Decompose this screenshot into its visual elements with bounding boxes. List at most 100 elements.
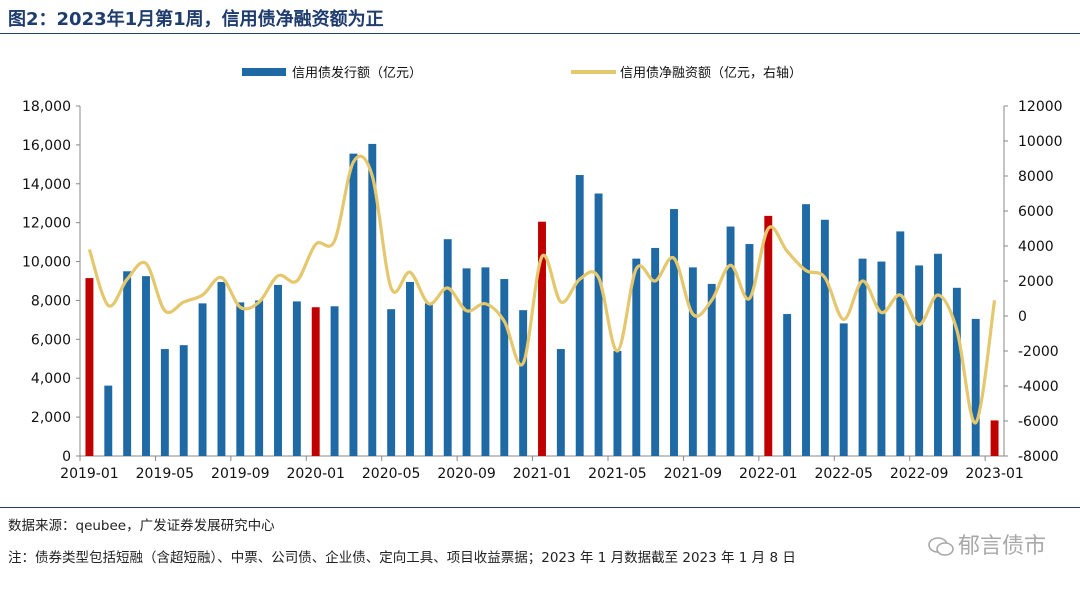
x-tick-label: 2020-09 — [437, 466, 496, 482]
right-tick-label: 0 — [1018, 309, 1027, 325]
x-tick-label: 2022-05 — [814, 466, 873, 482]
legend-swatch-bar — [242, 68, 286, 76]
right-tick-label: -8000 — [1018, 449, 1059, 465]
bar — [198, 303, 207, 456]
left-tick-label: 0 — [62, 449, 71, 465]
bar — [330, 306, 339, 456]
legend-label-line: 信用债净融资额（亿元，右轴） — [620, 66, 802, 81]
bar — [481, 267, 490, 456]
chart: 信用债发行额（亿元） 信用债净融资额（亿元，右轴） 0 2,000 4,000 6,0… — [22, 65, 1063, 482]
watermark: 郁言债市 — [928, 528, 1046, 560]
right-tick-label: 2000 — [1018, 274, 1054, 290]
bar — [217, 281, 226, 456]
bar — [971, 318, 980, 456]
bar — [104, 385, 113, 456]
bar — [745, 244, 754, 456]
x-tick-label: 2021-09 — [664, 466, 723, 482]
bar — [538, 221, 546, 456]
bar — [990, 420, 999, 456]
bar — [519, 310, 528, 456]
bar — [594, 193, 603, 456]
left-tick-label: 12,000 — [22, 216, 71, 232]
net-financing-line — [87, 154, 997, 425]
right-tick-label: -6000 — [1018, 414, 1059, 430]
bar — [255, 300, 264, 456]
bar — [896, 231, 905, 456]
left-tick-label: 8,000 — [31, 293, 71, 309]
title-divider — [0, 33, 1080, 34]
bar — [443, 239, 452, 456]
bar — [688, 267, 697, 456]
bar — [764, 215, 773, 456]
x-tick-label: 2021-05 — [588, 466, 647, 482]
bar — [160, 349, 169, 456]
left-tick-label: 16,000 — [22, 138, 71, 154]
axis-ticks: 0 2,000 4,000 6,000 8,000 10,000 12,000 14,000 1… — [22, 99, 1063, 482]
bar — [839, 323, 848, 456]
bar — [368, 143, 377, 456]
bar — [387, 309, 396, 456]
bar — [406, 281, 414, 456]
bar — [651, 247, 660, 456]
right-tick-label: 8000 — [1018, 169, 1054, 185]
bar — [311, 307, 320, 456]
line-series — [87, 154, 997, 425]
bar — [462, 268, 471, 456]
left-tick-label: 4,000 — [31, 371, 71, 387]
x-tick-label: 2020-01 — [286, 466, 345, 482]
bar — [500, 279, 509, 456]
bar — [934, 253, 942, 456]
left-tick-label: 2,000 — [31, 410, 71, 426]
footer-divider — [0, 507, 1080, 508]
bar — [802, 204, 810, 456]
bar — [575, 175, 584, 456]
figure-title: 图2：2023年1月第1周，信用债净融资额为正 — [8, 9, 384, 30]
bar — [85, 278, 94, 456]
bar — [915, 265, 924, 456]
legend-label-bar: 信用债发行额（亿元） — [292, 65, 422, 81]
footnote: 注：债券类型包括短融（含超短融）、中票、公司债、企业债、定向工具、项目收益票据；… — [8, 550, 796, 566]
bar — [783, 314, 792, 456]
bar — [179, 345, 188, 456]
bar — [877, 261, 886, 456]
right-tick-label: -4000 — [1018, 379, 1059, 395]
watermark-text: 郁言债市 — [957, 534, 1046, 559]
x-tick-label: 2021-01 — [513, 466, 572, 482]
bar — [820, 219, 829, 456]
bar — [707, 283, 716, 456]
x-tick-label: 2019-09 — [211, 466, 270, 482]
bar — [952, 287, 961, 456]
x-tick-label: 2020-05 — [362, 466, 421, 482]
right-tick-label: 4000 — [1018, 239, 1054, 255]
bar — [670, 209, 678, 456]
legend: 信用债发行额（亿元） 信用债净融资额（亿元，右轴） — [242, 65, 802, 81]
bar — [123, 271, 132, 456]
bar — [858, 258, 867, 456]
bar — [236, 302, 245, 456]
right-tick-label: 10000 — [1018, 134, 1063, 150]
right-tick-label: 12000 — [1018, 99, 1063, 115]
bar — [556, 349, 565, 456]
x-tick-label: 2022-09 — [890, 466, 949, 482]
left-tick-label: 10,000 — [22, 255, 71, 271]
bar — [292, 301, 301, 456]
x-tick-label: 2019-01 — [60, 466, 119, 482]
left-tick-label: 6,000 — [31, 332, 71, 348]
right-tick-label: -2000 — [1018, 344, 1059, 360]
left-tick-label: 18,000 — [22, 99, 71, 115]
right-tick-label: 6000 — [1018, 204, 1054, 220]
wechat-icon — [928, 537, 954, 556]
bar — [613, 351, 622, 456]
bar — [632, 258, 641, 456]
x-tick-label: 2023-01 — [965, 466, 1024, 482]
bar — [424, 303, 433, 456]
x-tick-label: 2022-01 — [739, 466, 798, 482]
bar-series — [85, 143, 999, 456]
left-tick-label: 14,000 — [22, 177, 71, 193]
bar — [274, 284, 282, 456]
x-tick-label: 2019-05 — [136, 466, 195, 482]
bar — [142, 276, 150, 456]
bar — [726, 226, 735, 456]
source-note: 数据来源：qeubee，广发证券发展研究中心 — [8, 518, 275, 534]
bar — [349, 153, 358, 456]
